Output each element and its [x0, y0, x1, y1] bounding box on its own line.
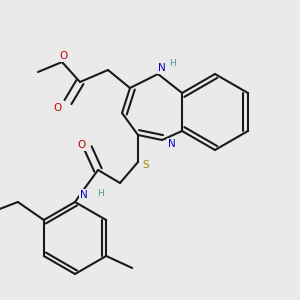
Text: N: N [158, 63, 166, 73]
Text: H: H [97, 188, 104, 197]
Text: N: N [80, 190, 88, 200]
Text: O: O [60, 51, 68, 61]
Text: S: S [143, 160, 149, 170]
Text: O: O [78, 140, 86, 150]
Text: O: O [54, 103, 62, 113]
Text: H: H [169, 59, 176, 68]
Text: N: N [168, 139, 176, 149]
